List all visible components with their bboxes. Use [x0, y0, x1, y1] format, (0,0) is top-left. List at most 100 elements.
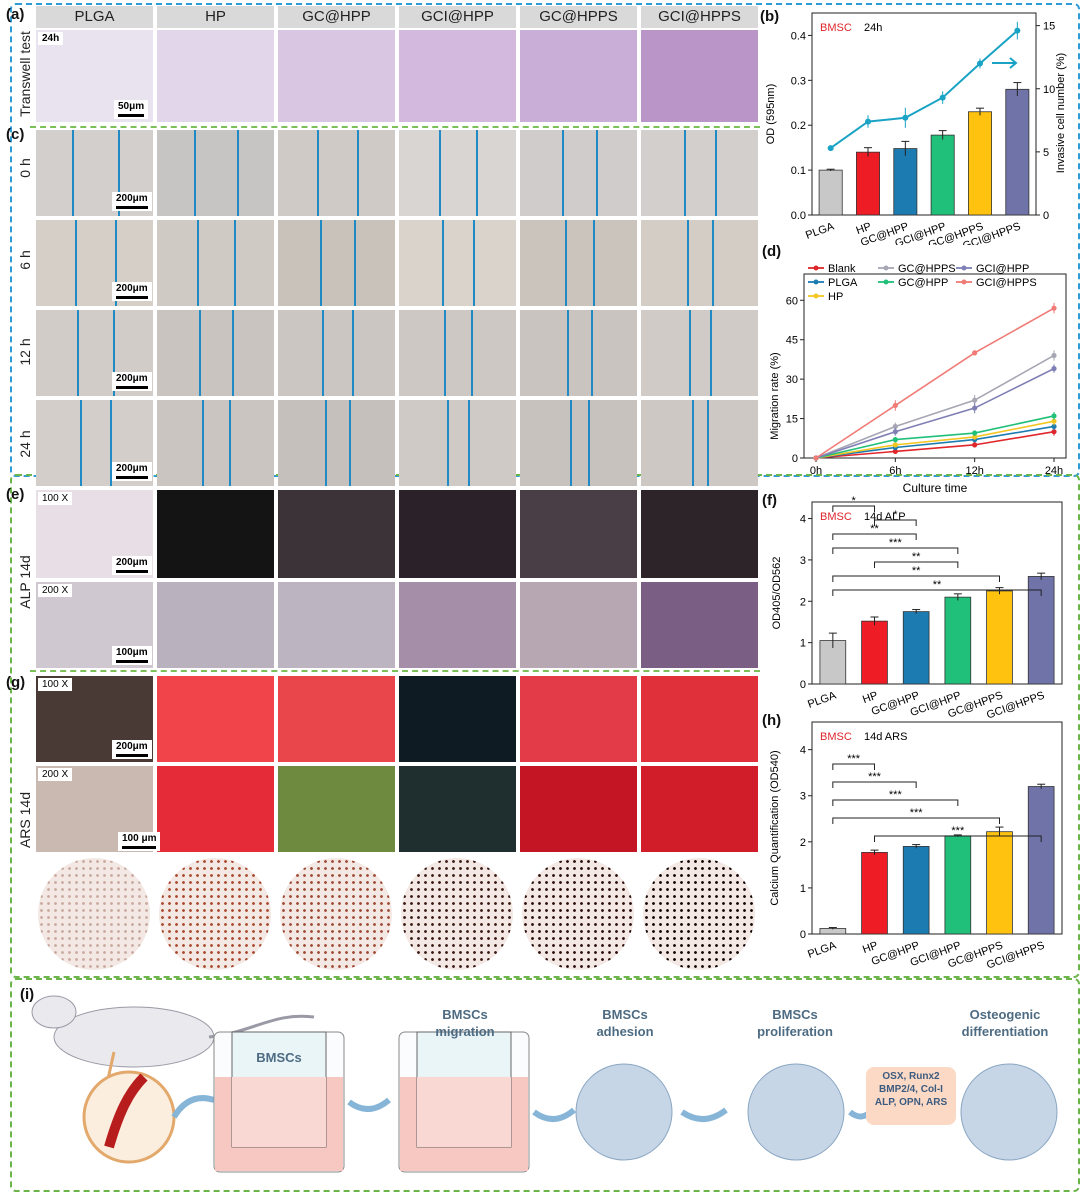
wound-edge-left	[684, 130, 686, 216]
legend-marker	[813, 293, 819, 299]
legend-marker	[813, 265, 819, 271]
y-tick-label: 2	[800, 596, 806, 608]
row-label-ars: ARS 14d	[17, 791, 33, 849]
wound-edge-right	[592, 220, 595, 306]
series-point	[1051, 366, 1057, 372]
scratch-6h-image	[641, 220, 758, 306]
wound-edge-right	[595, 130, 598, 216]
x-tick-label: PLGA	[806, 689, 838, 711]
wound-edge-left	[442, 220, 444, 306]
line-point	[1014, 27, 1021, 34]
y-tick-label: 0.0	[791, 210, 806, 222]
scratch-12h-image	[399, 310, 516, 396]
schematic-i: BMSCs	[31, 995, 1058, 1173]
wound-edge-left	[319, 220, 322, 306]
series-point	[892, 437, 898, 443]
scratch-0h-image	[399, 130, 516, 216]
significance-bracket	[832, 763, 875, 770]
series-point	[892, 429, 898, 435]
step-migration: BMSCs migration	[435, 1007, 495, 1039]
panel-label-i: (i)	[20, 986, 35, 1003]
wound-edge-left	[71, 130, 74, 216]
legend-marker	[961, 265, 967, 271]
y-axis-label: Calcium Quantification (OD540)	[769, 750, 781, 905]
significance-bracket	[874, 519, 917, 526]
bar	[986, 831, 1013, 935]
series-point	[892, 442, 898, 448]
scratch-24h-image	[399, 400, 516, 486]
bar	[861, 852, 888, 935]
annotation-cell: BMSC	[820, 22, 852, 34]
wound-edge-left	[687, 220, 689, 306]
wound-edge-right	[710, 310, 712, 396]
wound-edge-right	[114, 220, 117, 306]
wound-edge-right	[229, 400, 231, 486]
significance-bracket	[874, 561, 959, 568]
wound-edge-right	[112, 310, 115, 396]
significance-label: ***	[889, 537, 903, 549]
x-tick-label: HP	[855, 221, 873, 238]
scratch-12h-image	[520, 310, 637, 396]
plot-frame	[811, 12, 1037, 216]
legend-marker	[961, 279, 967, 285]
bar	[818, 169, 843, 216]
panel-label-g: (g)	[6, 674, 26, 691]
transwell-image	[157, 30, 274, 122]
markers-text: OSX, Runx2 BMP2/4, Col-I ALP, OPN, ARS	[874, 1071, 948, 1108]
bar	[944, 596, 972, 685]
y-tick-label: 0	[800, 679, 806, 691]
annotation-cell: BMSC	[820, 731, 852, 743]
annotation-time: 14d ARS	[864, 731, 907, 743]
row-label-24h: 24 h	[17, 430, 33, 458]
bar	[893, 148, 918, 216]
legend-marker	[883, 265, 889, 271]
x-tick-label: 24h	[1045, 465, 1063, 477]
y-tick-label: 2	[800, 837, 806, 849]
legend-marker	[813, 279, 819, 285]
row-label-alp: ALP 14d	[17, 555, 33, 609]
sphere-differentiation	[960, 1063, 1058, 1161]
x-axis-label: Culture time	[903, 481, 968, 495]
y2-axis-label: Invasive cell number (%)	[1055, 53, 1067, 173]
panel-label-a: (a)	[6, 6, 25, 23]
legend-label: PLGA	[828, 277, 858, 289]
legend-label: GCI@HPP	[976, 263, 1029, 275]
step-differentiation: Osteogenic differentiation	[961, 1007, 1049, 1039]
legend-label: Blank	[828, 263, 856, 275]
legend-label: HP	[828, 291, 843, 303]
significance-label: *	[852, 495, 857, 507]
line-point	[977, 60, 983, 67]
alp-200x-image	[278, 582, 395, 668]
alp-100x-image	[157, 490, 274, 578]
wound-edge-right	[715, 130, 717, 216]
x-tick-label: HP	[861, 940, 879, 957]
x-tick-label: PLGA	[806, 939, 838, 961]
bar	[930, 134, 955, 216]
y-axis-label: Migration rate (%)	[769, 352, 781, 439]
panel-label-h: (h)	[762, 712, 782, 729]
series-point	[813, 455, 819, 461]
mag-tag-ars-200x: 200 X	[38, 768, 73, 781]
transwell-image	[520, 30, 637, 122]
series-line	[815, 415, 1055, 459]
bar	[986, 590, 1013, 685]
significance-bracket	[832, 505, 875, 512]
scratch-0h-image	[157, 130, 274, 216]
y-tick-label: 0.1	[791, 165, 806, 177]
wound-edge-right	[468, 400, 470, 486]
wound-edge-left	[79, 400, 82, 486]
step-adhesion: BMSCs adhesion	[596, 1007, 654, 1039]
wound-edge-right	[348, 400, 351, 486]
wound-edge-right	[237, 130, 239, 216]
y-tick-label: 0	[800, 929, 806, 941]
series-point	[1051, 352, 1057, 359]
y-tick-label: 4	[800, 514, 806, 526]
col-header-gci-hpp: GCI@HPP	[399, 6, 516, 28]
ars-200x-image	[641, 766, 758, 852]
bar	[856, 151, 880, 216]
significance-bracket	[832, 799, 959, 806]
y-tick-label: 0	[792, 453, 798, 465]
bar	[968, 111, 992, 216]
ars-100x-image	[399, 676, 516, 762]
y-tick-label: 3	[800, 555, 806, 567]
